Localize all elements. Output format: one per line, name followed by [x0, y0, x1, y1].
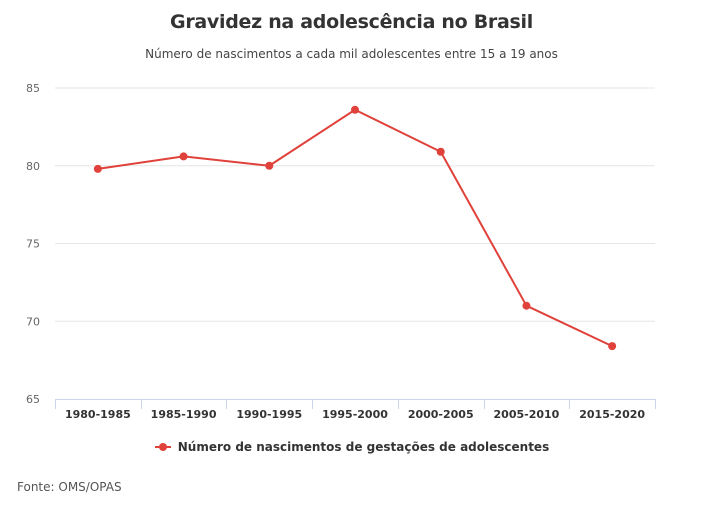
chart-title: Gravidez na adolescência no Brasil	[170, 11, 533, 33]
gridlines	[55, 87, 655, 322]
series-group	[93, 105, 617, 351]
y-tick-label: 75	[26, 238, 40, 251]
y-tick-label: 65	[26, 393, 40, 406]
source-note: Fonte: OMS/OPAS	[17, 480, 122, 494]
series-line	[97, 108, 613, 348]
data-point[interactable]	[265, 161, 274, 170]
x-axis: 1980-1985 1985-1990 1990-1995 1995-2000 2000…	[55, 399, 656, 421]
x-tick-label: 2005-2010	[494, 408, 560, 421]
data-point[interactable]	[436, 147, 445, 156]
x-tick-label: 1985-1990	[151, 408, 217, 421]
data-point[interactable]	[522, 301, 531, 310]
data-point[interactable]	[351, 105, 359, 114]
data-point[interactable]	[608, 342, 617, 351]
x-tick-label: 1990-1995	[236, 408, 302, 421]
legend-label: Número de nascimentos de gestações de ad…	[177, 440, 550, 454]
legend-marker-icon	[154, 443, 171, 451]
legend: Número de nascimentos de gestações de ad…	[0, 440, 703, 454]
y-axis: 85 80 75 70 65	[26, 82, 40, 406]
x-tick-label: 2015-2020	[579, 408, 645, 421]
x-tick-label: 1980-1985	[65, 408, 131, 421]
data-point[interactable]	[179, 152, 188, 161]
y-tick-label: 80	[26, 160, 40, 173]
x-tick-label: 2000-2005	[408, 408, 474, 421]
x-tick-label: 1995-2000	[322, 408, 388, 421]
chart-subtitle: Número de nascimentos a cada mil adolesc…	[145, 47, 558, 61]
y-tick-label: 85	[26, 82, 40, 95]
y-tick-label: 70	[26, 315, 40, 328]
data-point[interactable]	[93, 164, 102, 173]
legend-item[interactable]: Número de nascimentos de gestações de ad…	[154, 440, 549, 454]
